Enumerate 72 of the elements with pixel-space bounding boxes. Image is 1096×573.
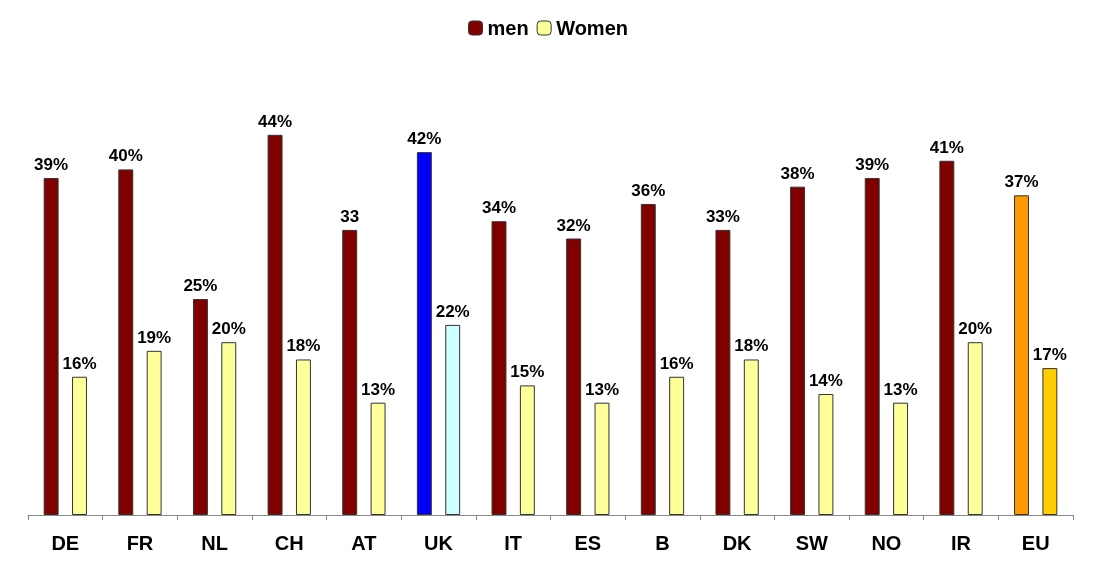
data-label: 42% — [407, 129, 442, 149]
x-tick-label: FR — [126, 532, 154, 554]
bar — [43, 178, 59, 515]
data-label: 33% — [705, 206, 740, 226]
bar — [967, 342, 983, 515]
data-label: 15% — [510, 362, 545, 382]
bar — [1014, 195, 1029, 515]
data-label: 18% — [286, 336, 321, 356]
data-label: 39% — [855, 155, 890, 175]
data-label: 13% — [883, 379, 918, 399]
bar — [118, 169, 134, 515]
bar — [72, 376, 87, 515]
data-label: 44% — [258, 111, 293, 131]
x-tick-label: IT — [504, 532, 523, 554]
bar — [640, 203, 656, 515]
legend-label: men — [487, 17, 529, 39]
bar — [295, 359, 311, 515]
x-tick-label: CH — [274, 532, 304, 554]
bar — [566, 238, 582, 515]
bar — [416, 152, 432, 515]
bar — [342, 229, 358, 515]
data-label: 41% — [929, 137, 964, 157]
bar — [893, 402, 909, 515]
x-tick-label: DE — [51, 532, 80, 554]
bar — [370, 402, 386, 515]
bar — [491, 221, 507, 515]
bar — [221, 342, 237, 515]
data-label: 36% — [631, 180, 666, 200]
bar — [818, 394, 834, 515]
data-label: 14% — [808, 371, 843, 391]
bar — [445, 324, 461, 515]
data-label: 37% — [1004, 172, 1039, 192]
x-tick-label: B — [655, 532, 670, 554]
data-label: 17% — [1032, 345, 1067, 365]
bar — [519, 385, 535, 515]
data-label: 22% — [435, 301, 470, 321]
x-tick-label: UK — [424, 532, 454, 554]
data-label: 13% — [361, 379, 396, 399]
x-tick-label: EU — [1021, 532, 1050, 554]
x-tick-label: NO — [871, 532, 902, 554]
bar — [267, 134, 283, 515]
data-label: 19% — [137, 327, 172, 347]
data-label: 32% — [556, 215, 591, 235]
x-tick-label: SW — [795, 532, 828, 554]
legend-label: Women — [556, 17, 628, 39]
data-label: 20% — [958, 319, 993, 339]
data-label: 13% — [584, 379, 620, 399]
data-label: 40% — [108, 146, 143, 166]
x-tick-label: NL — [201, 532, 228, 554]
data-label: 38% — [780, 163, 815, 183]
bar — [594, 402, 610, 515]
bar — [743, 359, 759, 515]
x-tick-label: AT — [351, 532, 377, 554]
data-label: 16% — [62, 353, 97, 373]
x-tick-label: IR — [951, 532, 972, 554]
data-label: 25% — [183, 276, 218, 295]
bar — [864, 178, 880, 515]
x-tick-label: ES — [574, 532, 602, 554]
data-label: 39% — [34, 155, 69, 175]
data-label: 20% — [211, 319, 246, 339]
data-label: 34% — [481, 198, 517, 218]
bar — [1042, 368, 1058, 515]
x-tick-label: DK — [722, 532, 753, 554]
bar — [146, 350, 162, 515]
bar — [939, 160, 955, 515]
bar — [192, 299, 208, 515]
data-label: 33 — [340, 206, 360, 226]
bar — [669, 376, 685, 515]
bar — [790, 186, 806, 515]
data-label: 16% — [659, 353, 694, 373]
data-label: 18% — [734, 336, 769, 356]
bar — [715, 229, 731, 515]
